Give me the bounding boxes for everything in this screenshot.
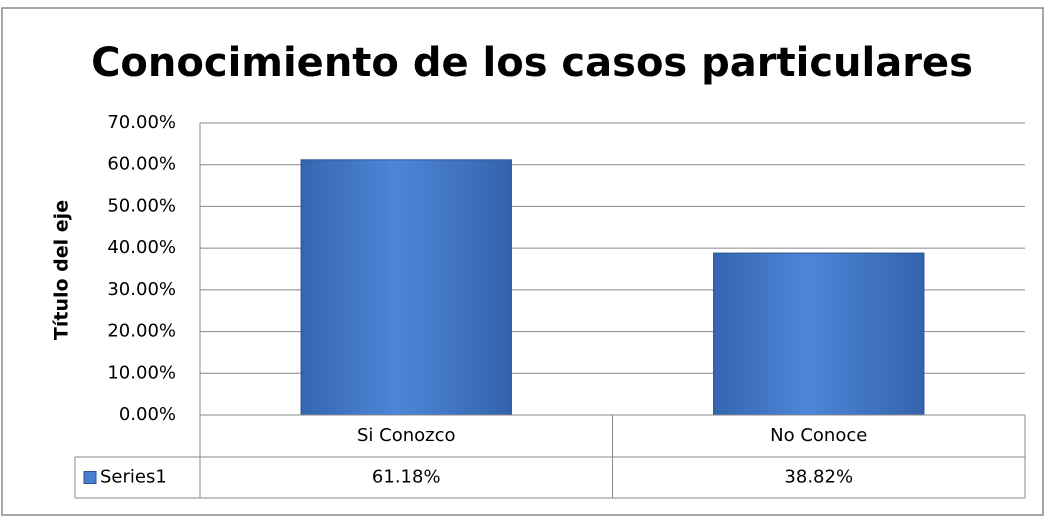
y-tick-label: 60.00% [107, 154, 176, 175]
y-tick-label: 70.00% [107, 112, 176, 133]
chart-title: Conocimiento de los casos particulares [91, 40, 973, 86]
data-table-value: 38.82% [784, 467, 853, 488]
y-axis-title: Título del eje [51, 200, 73, 340]
x-tick-label: Si Conozco [357, 425, 456, 446]
legend-label: Series1 [100, 467, 167, 488]
y-tick-label: 30.00% [107, 279, 176, 300]
legend-swatch [83, 471, 97, 484]
y-tick-label: 0.00% [119, 404, 176, 425]
y-tick-label: 50.00% [107, 195, 176, 216]
y-tick-label: 20.00% [107, 321, 176, 342]
y-tick-label: 40.00% [107, 237, 176, 258]
bar [300, 159, 512, 416]
data-table-value: 61.18% [372, 467, 441, 488]
y-tick-label: 10.00% [107, 362, 176, 383]
bar [713, 252, 925, 416]
x-tick-label: No Conoce [770, 425, 867, 446]
